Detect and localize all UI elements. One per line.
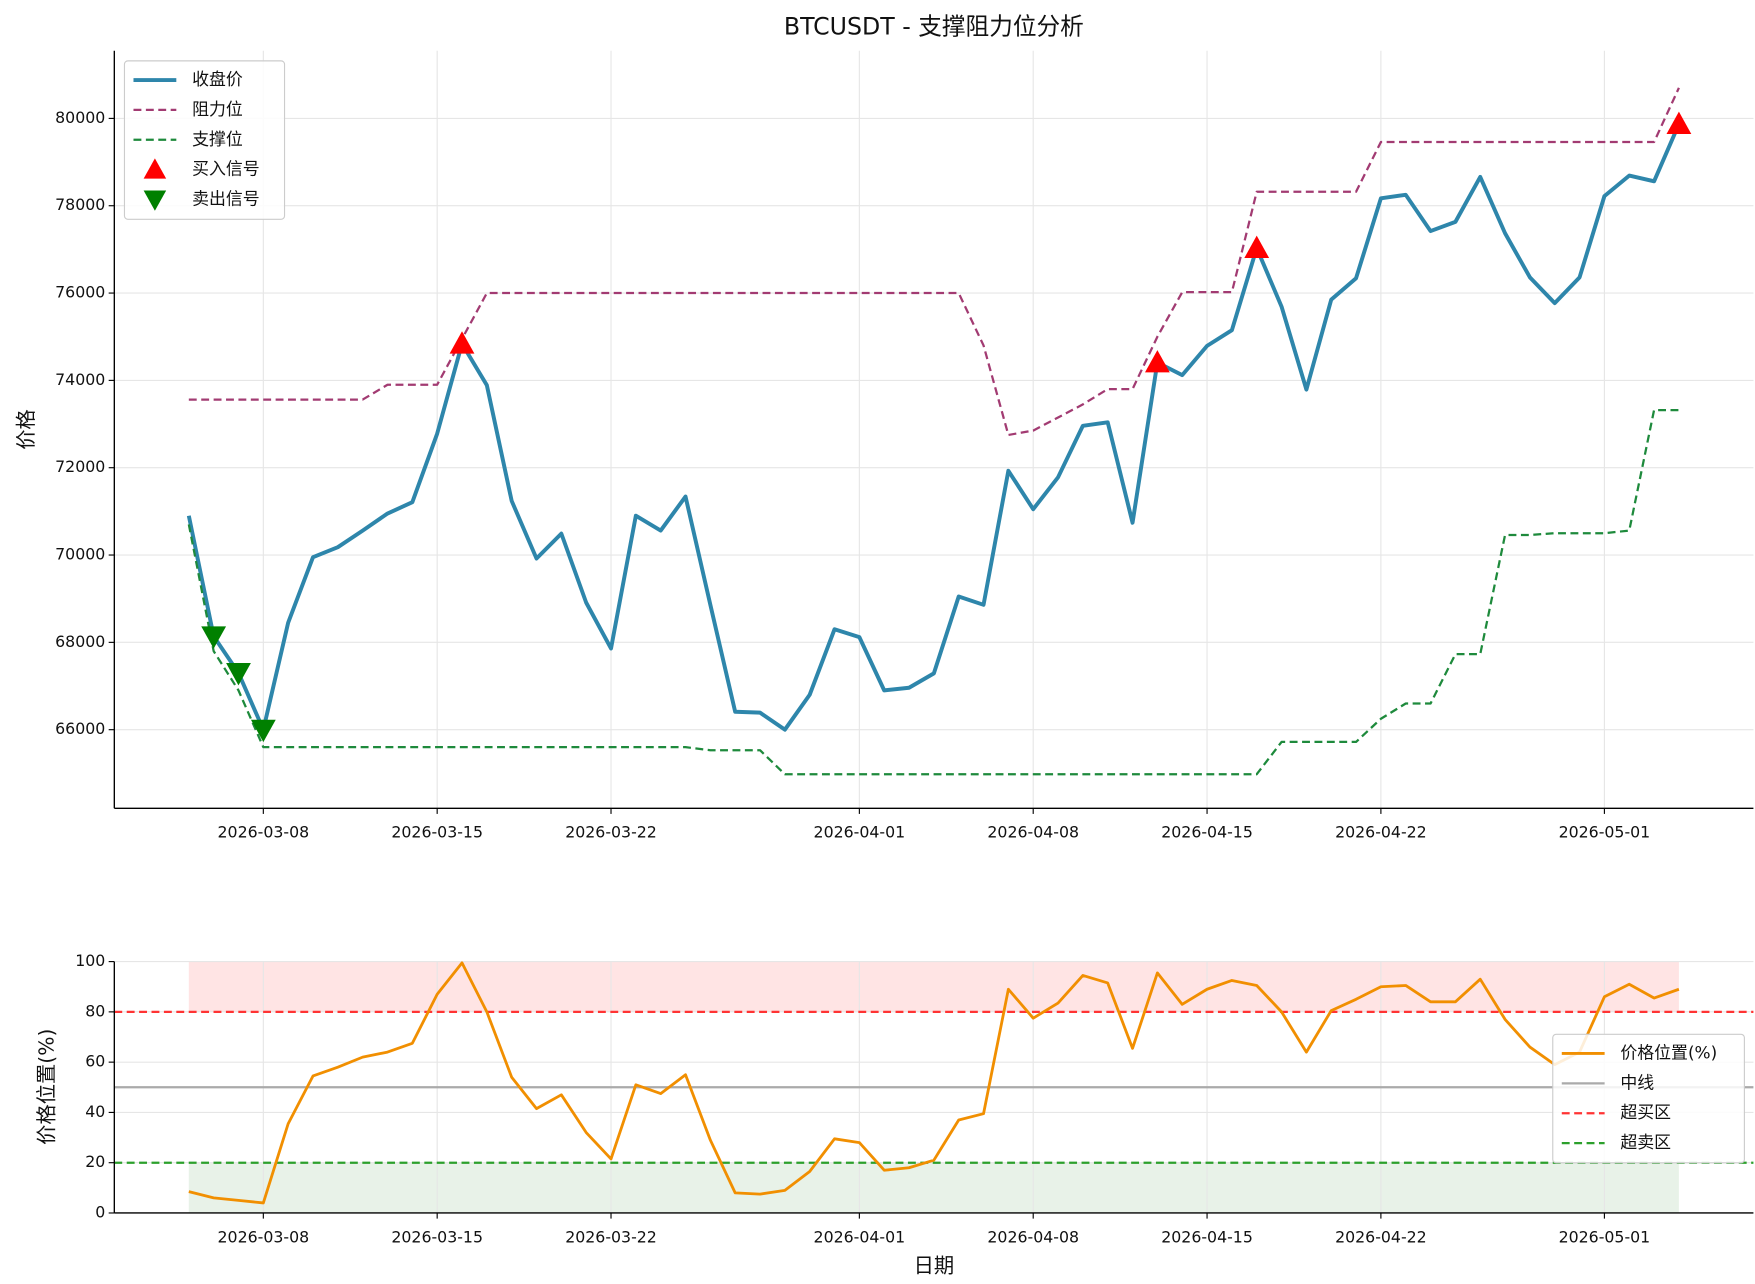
- legend-label: 超卖区: [1620, 1132, 1671, 1152]
- legend-swatch: [143, 158, 167, 179]
- x-tick-label: 2026-05-01: [1559, 823, 1651, 842]
- y-tick-label: 76000: [55, 283, 105, 302]
- legend-label: 支撑位: [192, 129, 243, 149]
- signal-marker: [201, 626, 227, 649]
- legend-label: 买入信号: [192, 159, 260, 179]
- legend-box: [123, 60, 286, 220]
- x-tick-label: 2026-03-08: [218, 823, 310, 842]
- x-tick-label: 2026-04-08: [987, 823, 1079, 842]
- x-tick-label: 2026-04-22: [1335, 1227, 1427, 1246]
- x-tick-label: 2026-05-01: [1559, 1227, 1651, 1246]
- signal-marker: [226, 663, 251, 686]
- y-tick-label: 40: [85, 1102, 105, 1121]
- series-line: [188, 961, 1680, 1205]
- y-tick-label: 80: [85, 1001, 105, 1020]
- x-tick-label: 2026-04-15: [1161, 1227, 1253, 1246]
- x-axis-label: 日期: [914, 1254, 955, 1278]
- x-tick-label: 2026-04-08: [987, 1227, 1079, 1246]
- y-axis-label: 价格位置(%): [34, 1029, 58, 1145]
- series-line: [187, 408, 1679, 776]
- legend-label: 超买区: [1620, 1102, 1671, 1122]
- y-tick-label: 60: [85, 1052, 105, 1071]
- signal-marker: [1144, 350, 1170, 373]
- legend-label: 阻力位: [192, 99, 243, 119]
- y-tick-label: 100: [75, 951, 105, 970]
- x-tick-label: 2026-04-01: [814, 1227, 906, 1246]
- series-line: [186, 123, 1681, 732]
- y-tick-label: 70000: [55, 545, 105, 564]
- series-line: [188, 87, 1680, 437]
- y-tick-label: 68000: [55, 632, 105, 651]
- signal-marker: [1244, 235, 1270, 259]
- y-tick-label: 80000: [55, 108, 105, 127]
- x-tick-label: 2026-03-22: [565, 823, 657, 842]
- legend-label: 收盘价: [192, 69, 243, 89]
- chart-title: BTCUSDT - 支撑阻力位分析: [784, 13, 1084, 41]
- y-tick-label: 66000: [55, 719, 105, 738]
- x-tick-label: 2026-03-15: [391, 1227, 483, 1246]
- signal-marker: [449, 331, 475, 354]
- y-tick-label: 20: [85, 1152, 105, 1171]
- zone-band: [188, 961, 1679, 1012]
- y-tick-label: 78000: [55, 195, 105, 214]
- legend-label: 中线: [1620, 1072, 1654, 1092]
- x-tick-label: 2026-03-22: [565, 1227, 657, 1246]
- x-tick-label: 2026-04-22: [1335, 823, 1427, 842]
- x-tick-label: 2026-03-15: [391, 823, 483, 842]
- legend-label: 价格位置(%): [1620, 1042, 1717, 1062]
- signal-marker: [1666, 111, 1692, 135]
- legend-swatch: [143, 190, 167, 211]
- legend-box: [1552, 1033, 1745, 1164]
- x-tick-label: 2026-03-08: [218, 1227, 310, 1246]
- zone-band: [188, 1162, 1679, 1213]
- x-tick-label: 2026-04-15: [1161, 823, 1253, 842]
- y-tick-label: 74000: [55, 370, 105, 389]
- signal-marker: [250, 719, 276, 743]
- y-tick-label: 72000: [55, 457, 105, 476]
- x-tick-label: 2026-04-01: [814, 823, 906, 842]
- legend-label: 卖出信号: [192, 189, 260, 209]
- y-axis-label: 价格: [14, 409, 38, 450]
- y-tick-label: 0: [95, 1202, 105, 1221]
